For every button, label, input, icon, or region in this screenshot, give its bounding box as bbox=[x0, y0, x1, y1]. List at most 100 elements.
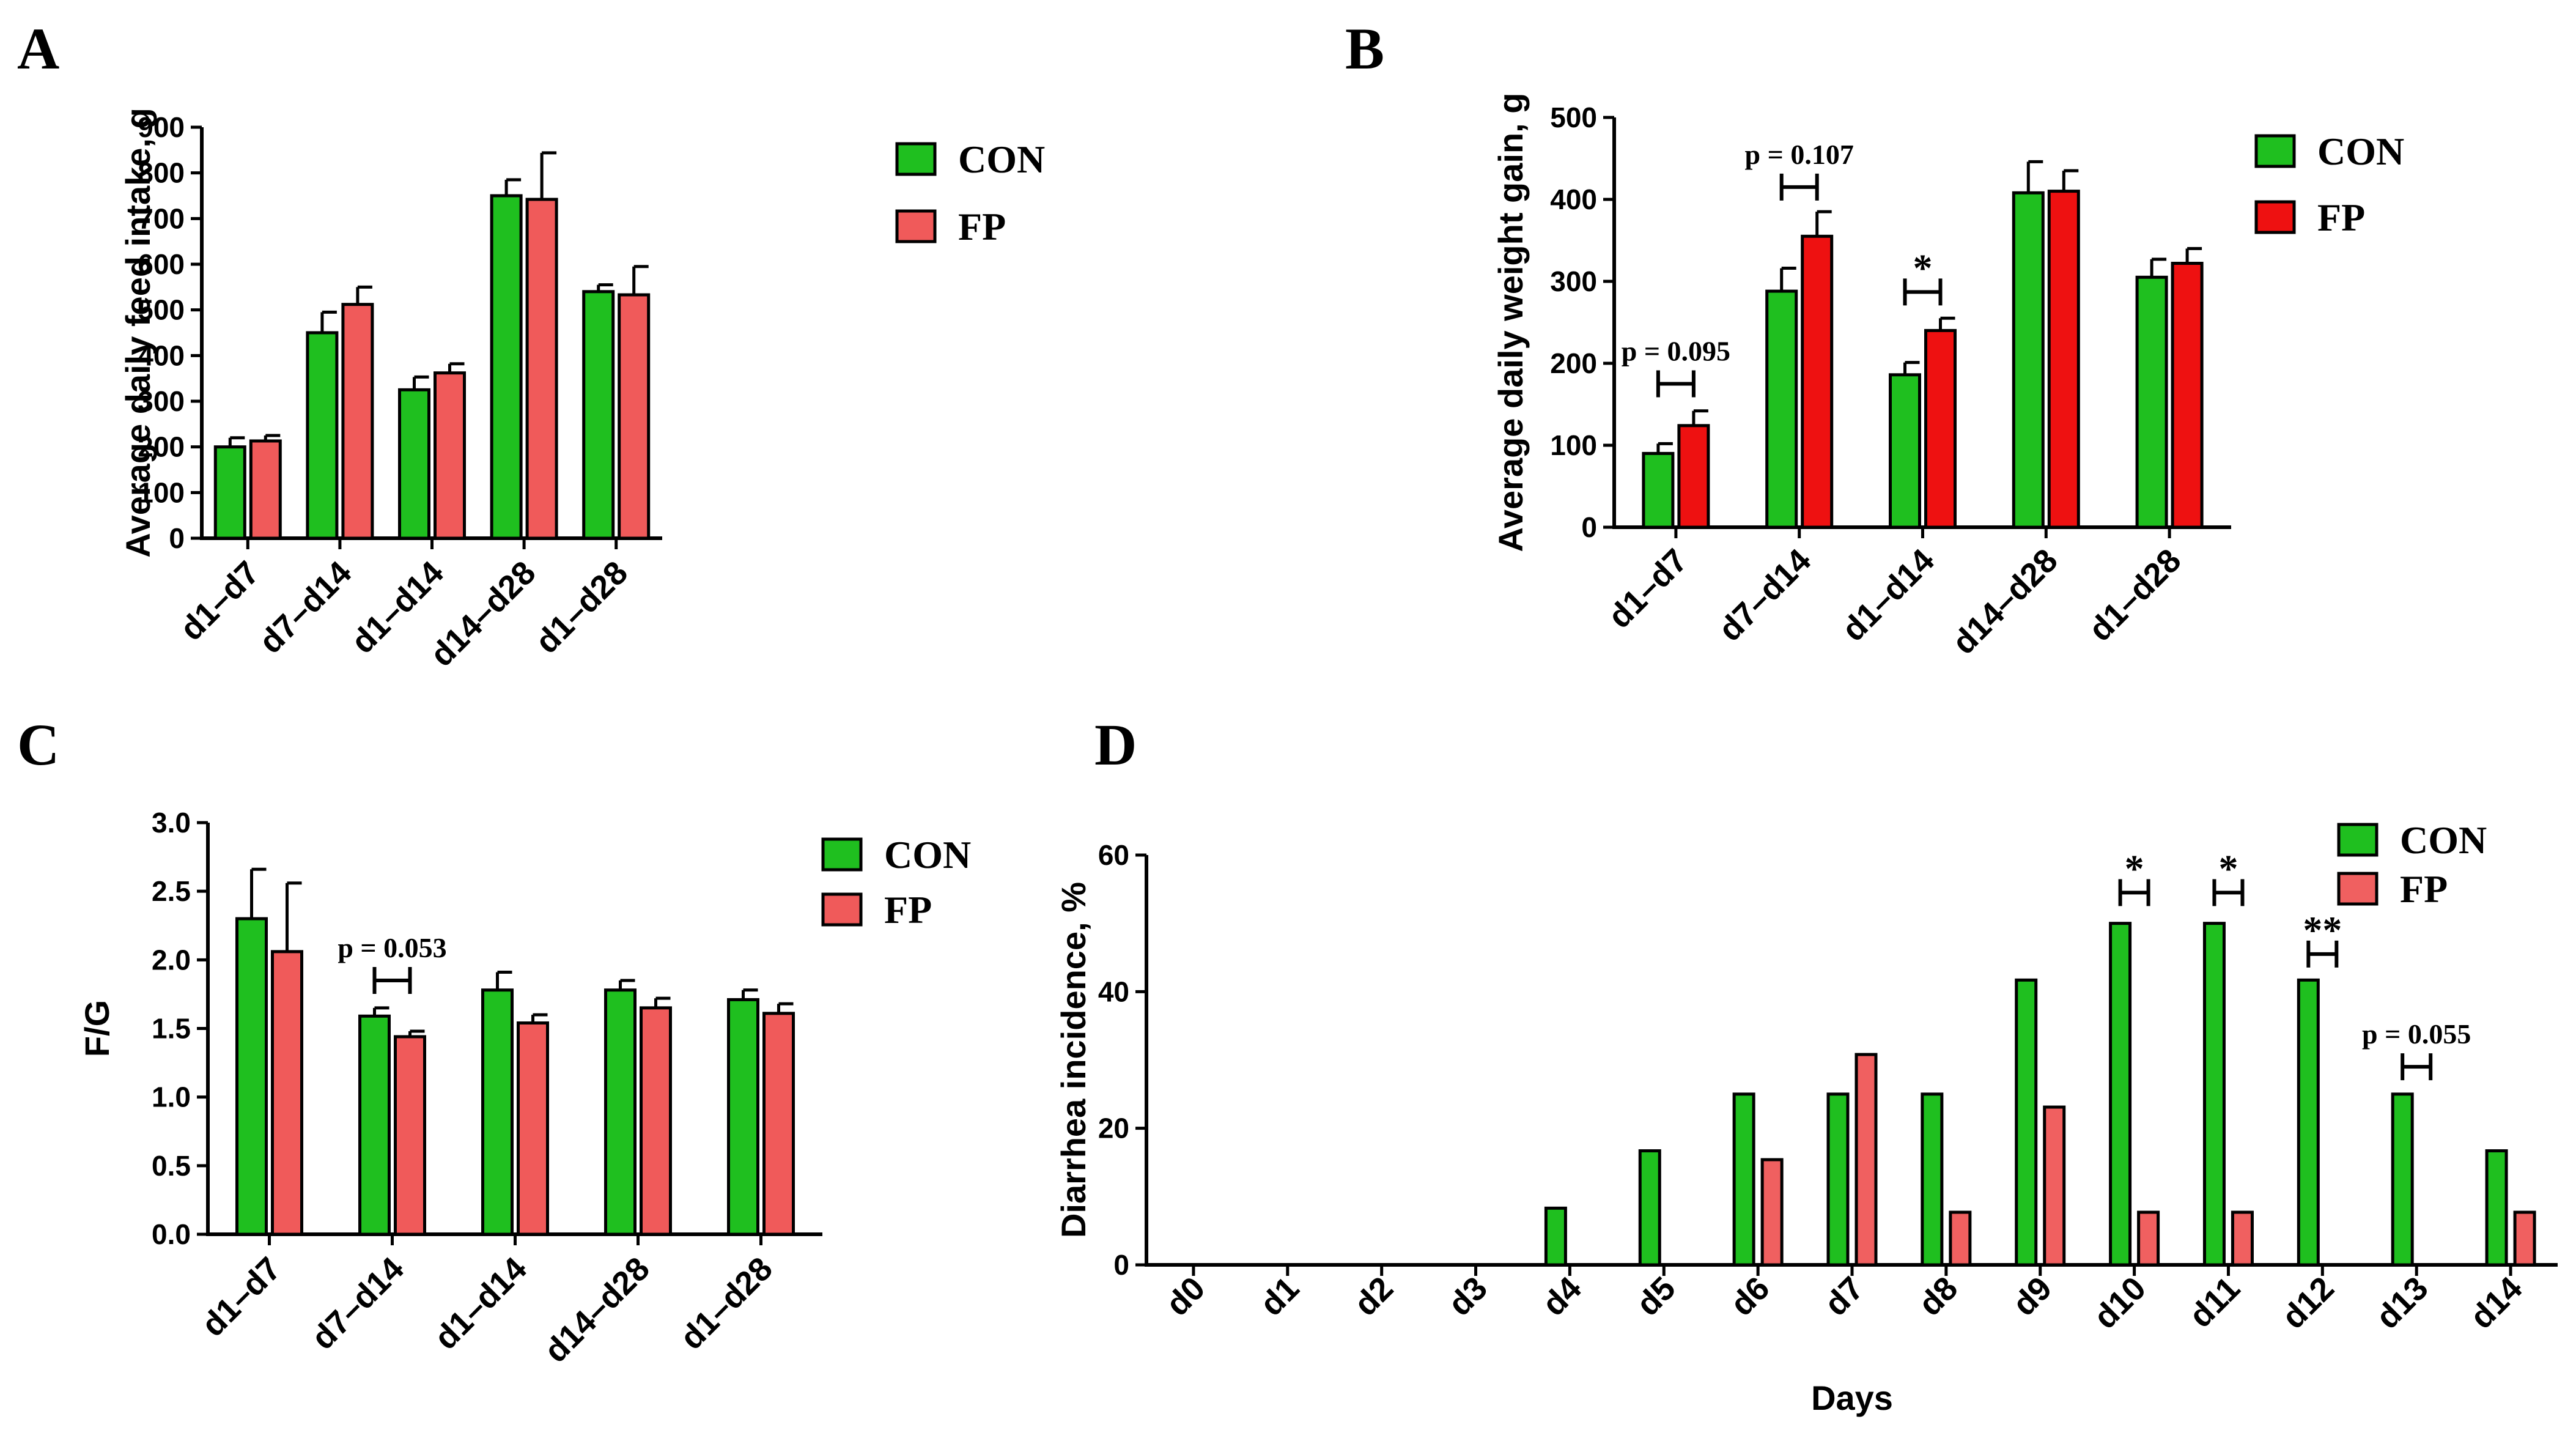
bar-fp bbox=[525, 198, 558, 540]
x-tick-label: d7–d14 bbox=[304, 1250, 411, 1357]
x-tick-label: d7 bbox=[1817, 1270, 1870, 1323]
bar-con bbox=[1889, 373, 1921, 529]
y-tick-label: 900 bbox=[138, 111, 185, 143]
legend-label-con: CON bbox=[2317, 130, 2404, 173]
panel-letter: C bbox=[17, 712, 59, 777]
legend-swatch-fp bbox=[821, 892, 863, 927]
y-tick-label: 400 bbox=[138, 339, 185, 371]
x-tick-label: d9 bbox=[2006, 1270, 2059, 1323]
x-tick-label: d10 bbox=[2087, 1270, 2153, 1336]
bar-con bbox=[2202, 922, 2226, 1267]
panel-b: B 0 100 200 300 400 500 Average daily weight ga… bbox=[1345, 16, 2404, 661]
y-tick-label: 200 bbox=[138, 431, 185, 463]
x-tick-label: d4 bbox=[1535, 1270, 1589, 1323]
bar-fp bbox=[618, 293, 651, 540]
bar-fp bbox=[1949, 1210, 1972, 1267]
bar-con bbox=[481, 988, 514, 1236]
y-tick-label: 200 bbox=[1550, 347, 1597, 379]
x-tick-label: d7–d14 bbox=[1711, 542, 1818, 648]
bar-fp bbox=[434, 371, 466, 540]
x-tick-label: d1–d7 bbox=[194, 1250, 288, 1344]
legend-swatch-fp bbox=[895, 209, 937, 243]
p-value-label: p = 0.053 bbox=[338, 932, 446, 963]
y-tick-label: 400 bbox=[1550, 183, 1597, 215]
y-tick-label: 500 bbox=[1550, 102, 1597, 133]
y-tick-label: 0.0 bbox=[152, 1218, 191, 1250]
x-tick-label: d11 bbox=[2182, 1270, 2247, 1335]
bar-con bbox=[1765, 289, 1798, 529]
y-tick-label: 300 bbox=[1550, 265, 1597, 297]
x-tick-label: d8 bbox=[1911, 1270, 1965, 1323]
bar-fp bbox=[1801, 234, 1834, 529]
bar-con bbox=[2015, 978, 2038, 1267]
bar-fp bbox=[249, 439, 282, 540]
bar-fp bbox=[640, 1006, 672, 1236]
bar-fp bbox=[2043, 1105, 2066, 1267]
significance-star: * bbox=[2125, 847, 2144, 890]
bar-fp bbox=[1760, 1158, 1784, 1267]
x-tick-label: d13 bbox=[2369, 1270, 2435, 1336]
bar-con bbox=[1638, 1149, 1661, 1267]
y-tick-label: 40 bbox=[1098, 976, 1129, 1007]
bar-con bbox=[2391, 1092, 2414, 1267]
panel-letter: D bbox=[1094, 712, 1137, 777]
bar-fp bbox=[1924, 328, 1957, 529]
legend-swatch-con bbox=[2337, 823, 2379, 857]
x-tick-label: d6 bbox=[1724, 1270, 1777, 1323]
y-tick-label: 3.0 bbox=[152, 807, 191, 839]
bar-con bbox=[1921, 1092, 1944, 1267]
bar-con bbox=[2135, 275, 2168, 529]
legend-label-fp: FP bbox=[884, 888, 932, 932]
x-tick-label: d1–d28 bbox=[528, 554, 635, 661]
bar-con bbox=[1642, 451, 1675, 529]
bar-fp bbox=[1854, 1053, 1878, 1267]
y-tick-label: 600 bbox=[138, 248, 185, 280]
bar-fp bbox=[2137, 1210, 2160, 1267]
bar-con bbox=[2485, 1149, 2508, 1267]
bar-fp bbox=[2171, 262, 2204, 529]
bar-fp bbox=[394, 1035, 426, 1236]
x-tick-label: d2 bbox=[1347, 1270, 1400, 1323]
panel-letter: B bbox=[1345, 16, 1384, 81]
y-tick-label: 20 bbox=[1098, 1113, 1129, 1144]
x-tick-label: d1–d28 bbox=[673, 1250, 780, 1357]
bar-con bbox=[2012, 191, 2045, 529]
bar-con bbox=[398, 388, 430, 540]
legend-swatch-fp bbox=[2254, 200, 2296, 234]
bar-con bbox=[582, 290, 615, 540]
bar-con bbox=[1732, 1092, 1755, 1267]
legend-label-fp: FP bbox=[958, 205, 1006, 248]
x-tick-label: d1 bbox=[1253, 1270, 1306, 1323]
x-tick-label: d1–d14 bbox=[427, 1250, 534, 1357]
y-tick-label: 800 bbox=[138, 157, 185, 189]
x-tick-label: d7–d14 bbox=[252, 554, 358, 661]
y-tick-label: 1.0 bbox=[152, 1081, 191, 1113]
x-tick-label: d3 bbox=[1441, 1270, 1494, 1323]
y-tick-label: 0 bbox=[169, 522, 185, 554]
legend-swatch-con bbox=[895, 142, 937, 176]
bar-con bbox=[2297, 978, 2320, 1267]
bar-con bbox=[490, 194, 523, 540]
legend-label-fp: FP bbox=[2400, 867, 2448, 911]
y-tick-label: 100 bbox=[1550, 429, 1597, 461]
x-tick-label: d0 bbox=[1159, 1270, 1212, 1323]
x-tick-label: d14–d28 bbox=[1946, 542, 2065, 661]
y-tick-label: 60 bbox=[1098, 839, 1129, 871]
legend-label-con: CON bbox=[884, 833, 971, 876]
p-value-label: p = 0.107 bbox=[1745, 139, 1854, 170]
legend-label-con: CON bbox=[2400, 818, 2487, 862]
y-axis-label: Average daily feed intake, g bbox=[119, 108, 157, 558]
legend-swatch-con bbox=[821, 837, 863, 872]
bar-con bbox=[213, 445, 246, 540]
significance-star: * bbox=[2218, 847, 2238, 890]
bar-con bbox=[1544, 1206, 1567, 1267]
bar-fp bbox=[2513, 1210, 2536, 1267]
y-tick-label: 0.5 bbox=[152, 1150, 191, 1182]
y-axis-label: Average daily weight gain, g bbox=[1491, 93, 1530, 552]
legend-swatch-con bbox=[2254, 134, 2296, 168]
bar-fp bbox=[341, 303, 374, 540]
bar-fp bbox=[762, 1012, 795, 1236]
bar-con bbox=[358, 1014, 391, 1236]
